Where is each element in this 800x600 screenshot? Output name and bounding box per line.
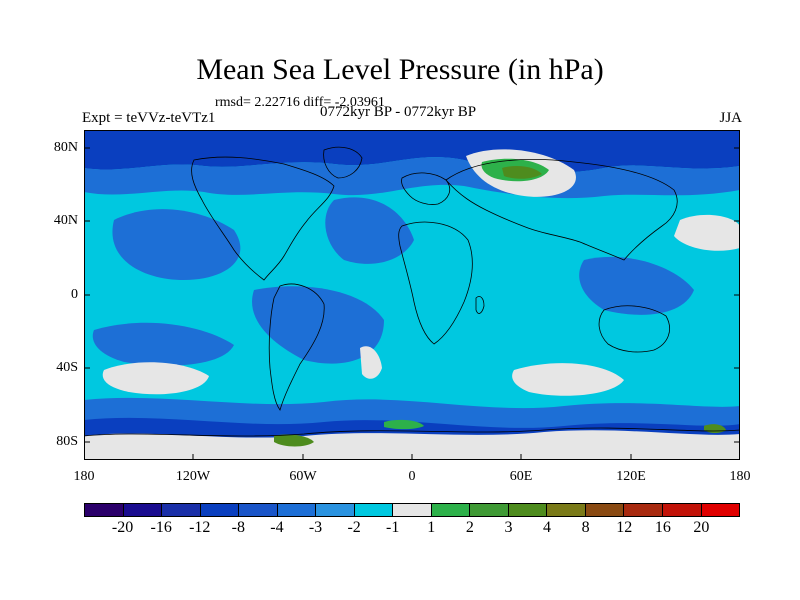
lon-label-180w: 180 [73,469,95,484]
colorbar-label: 3 [504,519,513,536]
colorbar-label: -20 [111,519,134,536]
coast-greenland [323,146,363,179]
field-antarctica-neutral [84,430,740,460]
field-wpacific [579,256,694,315]
coast-north-america [191,156,335,281]
colorbar-label: -4 [270,519,284,536]
colorbar-box-7 [354,504,394,516]
map-svg [84,130,740,460]
colorbar-label: -12 [189,519,211,536]
field-natlantic [325,197,414,264]
coast-madagascar [475,296,485,314]
colorbar-label: -8 [231,519,245,536]
colorbar [84,503,740,517]
colorbar-label: -16 [150,519,172,536]
colorbar-box-13 [585,504,625,516]
field-sepacific-neutral [102,362,209,395]
period-label: 0772kyr BP - 0772kyr BP [320,104,477,120]
field-siberia-olive [502,166,542,179]
field-south-mid [84,397,740,430]
colorbar-box-12 [547,504,586,516]
colorbar-label: -2 [347,519,361,536]
colorbar-label: 1 [427,519,436,536]
colorbar-label: -3 [308,519,323,536]
coast-australia [598,305,670,353]
lat-label-80s: 80S [56,434,78,449]
colorbar-label: -1 [386,519,400,536]
coast-europe [401,172,451,205]
lon-label-180e: 180 [729,469,751,484]
season-label: JJA [719,110,742,126]
colorbar-label: 12 [616,519,633,536]
lat-label-0: 0 [71,287,78,302]
colorbar-label: 16 [654,519,671,536]
lon-label-0: 0 [408,469,416,484]
colorbar-box-8 [393,504,432,516]
coast-south-america [268,283,325,411]
colorbar-box-2 [162,504,201,516]
map-title: Mean Sea Level Pressure (in hPa) [196,53,604,86]
colorbar-label: 20 [693,519,710,536]
field-npacific-neutral [674,214,740,251]
colorbar-box-0 [85,504,124,516]
colorbar-box-15 [662,504,702,516]
field-weddell-green [384,419,424,430]
field-antarctica-olive [274,434,314,447]
lon-label-60w: 60W [289,469,317,484]
lon-label-120e: 120E [616,469,646,484]
colorbar-label: 8 [581,519,590,536]
colorbar-box-4 [239,504,278,516]
lon-label-60e: 60E [509,469,533,484]
coast-asia [445,159,678,261]
lon-label-120w: 120W [175,469,211,484]
colorbar-box-5 [277,504,317,516]
field-spacific [92,322,234,366]
colorbar-box-16 [701,504,740,516]
colorbar-box-3 [200,504,240,516]
field-satlantic-neutral [360,346,382,379]
tick-marks [84,147,740,460]
stats-text: rmsd= 2.22716 diff= -2.03961 [215,95,385,110]
field-npacific [112,209,241,280]
coast-africa [398,221,473,345]
field-north-mid [84,157,740,199]
colorbar-box-1 [123,504,163,516]
experiment-label: Expt = teVVz-teVTz1 [82,110,216,126]
colorbar-box-9 [431,504,471,516]
map-plot [84,130,740,460]
lat-label-80n: 80N [53,140,78,155]
lat-label-40n: 40N [53,213,78,228]
coast-antarctica [84,427,740,437]
colorbar-box-6 [316,504,355,516]
lat-label-40s: 40S [56,360,78,375]
field-eq-atlantic [252,286,384,364]
coastlines [84,146,740,437]
colorbar-box-11 [508,504,548,516]
colorbar-box-14 [624,504,663,516]
field-sindian-neutral [512,363,624,396]
colorbar-box-10 [470,504,509,516]
colorbar-label: 2 [465,519,474,536]
colorbar-label: 4 [543,519,552,536]
